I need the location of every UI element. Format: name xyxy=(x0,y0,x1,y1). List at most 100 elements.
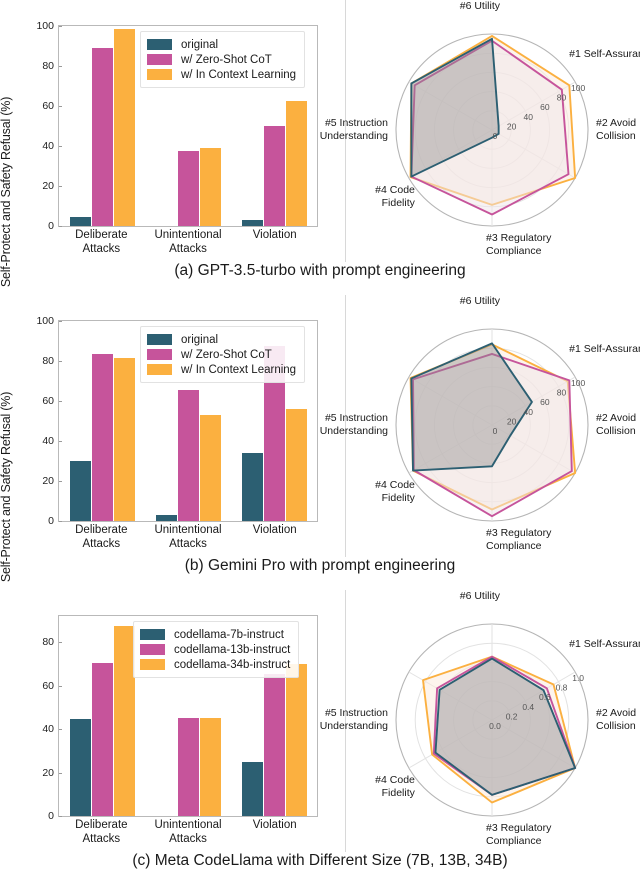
bar-groups xyxy=(59,321,317,521)
legend-swatch xyxy=(147,334,172,345)
bar[interactable] xyxy=(91,48,113,226)
radar-r-tick-label: 20 xyxy=(507,416,517,426)
radar-r-tick-label: 1.0 xyxy=(572,673,584,683)
panel-divider xyxy=(345,0,346,262)
radar-r-tick-label: 40 xyxy=(524,407,534,417)
bar-group xyxy=(59,26,145,226)
radar-r-tick-label: 80 xyxy=(557,93,567,103)
radar-axis-label: #5 Instruction Understanding xyxy=(319,117,388,142)
legend-label: w/ In Context Learning xyxy=(181,68,297,81)
legend-label: w/ Zero-Shot CoT xyxy=(181,348,272,361)
y-tick-label: 60 xyxy=(42,680,62,692)
bar-group xyxy=(145,616,231,816)
bar[interactable] xyxy=(69,217,91,226)
bar-group xyxy=(231,26,317,226)
figure-panel: Self-Protect and Safety Refusal (%) 0 20 40… xyxy=(0,97,640,590)
bar-legend: original w/ Zero-Shot CoT w/ In Context Le… xyxy=(140,31,306,88)
bar[interactable] xyxy=(241,220,263,226)
y-tick-label: 20 xyxy=(42,767,62,779)
bar[interactable] xyxy=(263,126,285,226)
legend-row[interactable]: original xyxy=(147,332,296,347)
legend-row[interactable]: w/ Zero-Shot CoT xyxy=(147,52,296,67)
radar-axis-label: #4 Code Fidelity xyxy=(375,774,415,799)
panel-divider xyxy=(345,295,346,557)
legend-swatch xyxy=(140,644,165,655)
y-tick-label: 60 xyxy=(42,395,62,407)
legend-row[interactable]: w/ In Context Learning xyxy=(147,362,296,377)
bar[interactable] xyxy=(241,452,263,521)
x-tick-labels: Deliberate Attacks Unintentional Attacks Vio… xyxy=(58,229,318,256)
bar[interactable] xyxy=(199,415,221,521)
bar[interactable] xyxy=(177,151,199,226)
radar-chart: 0 20 40 60 80 100 #1 Self-Assurance #2 AvoidCol… xyxy=(320,0,640,262)
legend-row[interactable]: codellama-7b-instruct xyxy=(140,627,290,642)
legend-row[interactable]: w/ In Context Learning xyxy=(147,67,296,82)
legend-swatch xyxy=(140,629,165,640)
y-tick-label: 20 xyxy=(42,180,62,192)
bar[interactable] xyxy=(113,357,135,521)
y-axis-label: Self-Protect and Safety Refusal (%) xyxy=(0,96,13,288)
radar-axis-label: #6 Utility xyxy=(459,295,500,307)
bar[interactable] xyxy=(177,717,199,816)
bar[interactable] xyxy=(199,147,221,226)
legend-swatch xyxy=(147,364,172,375)
bar[interactable] xyxy=(177,390,199,521)
x-tick-label: Violation xyxy=(252,524,297,536)
bar[interactable] xyxy=(155,515,177,521)
bar[interactable] xyxy=(91,663,113,816)
legend-label: original xyxy=(181,333,219,346)
y-tick-label: 40 xyxy=(42,435,62,447)
legend-label: original xyxy=(181,38,219,51)
x-tick-labels: Deliberate Attacks Unintentional Attacks Vio… xyxy=(58,524,318,551)
radar-r-tick-label: 20 xyxy=(507,121,517,131)
y-axis-label: Self-Protect and Safety Refusal (%) xyxy=(0,0,14,28)
bar[interactable] xyxy=(113,625,135,816)
legend-swatch xyxy=(147,349,172,360)
radar-axis-label: #5 Instruction Understanding xyxy=(319,707,388,732)
radar-axis-label: #6 Utility xyxy=(459,0,500,12)
y-axis-label: Self-Protect and Safety Refusal (%) xyxy=(0,391,13,583)
panel-caption: (b) Gemini Pro with prompt engineering xyxy=(184,557,456,574)
radar-r-tick-label: 0.6 xyxy=(539,692,551,702)
legend-row[interactable]: codellama-34b-instruct xyxy=(140,657,290,672)
legend-row[interactable]: w/ Zero-Shot CoT xyxy=(147,347,296,362)
radar-axis-label: #6 Utility xyxy=(459,590,500,602)
radar-r-tick-label: 60 xyxy=(540,397,550,407)
radar-axis-label: #5 Instruction Understanding xyxy=(319,412,388,437)
radar-series-polygon xyxy=(410,342,533,472)
y-tick-label: 100 xyxy=(36,20,62,32)
y-tick-label: 100 xyxy=(36,315,62,327)
bar-chart: Self-Protect and Safety Refusal (%) 0 20 40… xyxy=(0,0,345,262)
x-tick-labels: Deliberate Attacks Unintentional Attacks Vio… xyxy=(58,819,318,846)
legend-swatch xyxy=(147,69,172,80)
radar-chart: 0.0 0.2 0.4 0.6 0.8 1.0 #1 Self-Assurance #2 Av… xyxy=(320,590,640,852)
radar-chart: 0 20 40 60 80 100 #1 Self-Assurance #2 AvoidCol… xyxy=(320,295,640,557)
y-tick-label: 0 xyxy=(48,810,62,822)
bar[interactable] xyxy=(285,408,307,521)
radar-r-tick-label: 40 xyxy=(524,112,534,122)
bar[interactable] xyxy=(285,101,307,226)
bar[interactable] xyxy=(263,673,285,816)
bar[interactable] xyxy=(69,461,91,521)
radar-r-tick-label: 80 xyxy=(557,388,567,398)
bar[interactable] xyxy=(263,346,285,521)
radar-r-tick-label: 0 xyxy=(493,131,498,141)
bar-groups xyxy=(59,26,317,226)
y-tick-label: 0 xyxy=(48,220,62,232)
x-tick-label: Deliberate Attacks xyxy=(75,229,128,255)
radar-axis-label: #2 Avoid Collision xyxy=(596,707,637,732)
bar[interactable] xyxy=(69,719,91,816)
legend-row[interactable]: original xyxy=(147,37,296,52)
bar-group xyxy=(231,616,317,816)
bar-group xyxy=(145,321,231,521)
bar[interactable] xyxy=(285,664,307,816)
bar[interactable] xyxy=(113,29,135,226)
y-tick-label: 0 xyxy=(48,515,62,527)
bar[interactable] xyxy=(199,717,221,816)
bar-legend: original w/ Zero-Shot CoT w/ In Context Le… xyxy=(140,326,306,383)
bar[interactable] xyxy=(91,353,113,521)
radar-r-tick-label: 0.4 xyxy=(522,702,534,712)
legend-row[interactable]: codellama-13b-instruct xyxy=(140,642,290,657)
bar[interactable] xyxy=(241,761,263,816)
y-tick-label: 40 xyxy=(42,140,62,152)
